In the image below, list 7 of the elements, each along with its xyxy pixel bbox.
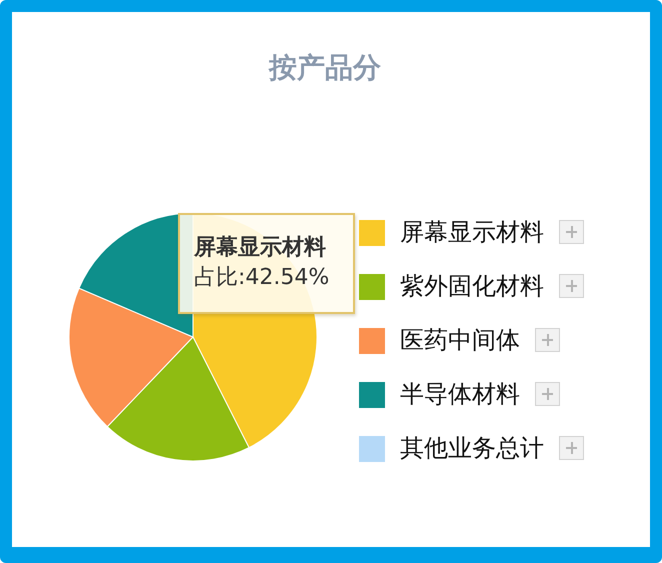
legend-label: 紫外固化材料 — [400, 272, 544, 300]
legend-label: 屏幕显示材料 — [400, 218, 544, 246]
chart-title: 按产品分 — [268, 51, 382, 84]
tooltip: 屏幕显示材料 占比:42.54% — [178, 213, 355, 314]
legend-label: 其他业务总计 — [400, 434, 544, 462]
legend-label: 半导体材料 — [400, 380, 520, 408]
legend-label: 医药中间体 — [400, 326, 520, 354]
